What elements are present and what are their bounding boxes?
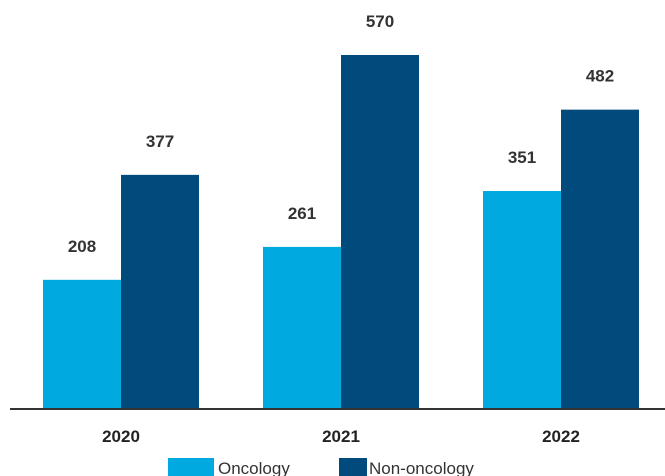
legend-swatch-oncology	[168, 458, 214, 476]
bar-oncology-2022	[483, 191, 561, 409]
category-labels-layer: 2020 2021 2022	[102, 427, 580, 446]
bar-non-oncology-2020	[121, 174, 199, 409]
bar-oncology-2021	[263, 246, 341, 409]
value-label-non-oncology-2021: 570	[366, 12, 394, 31]
category-label-2021: 2021	[322, 427, 360, 446]
value-label-non-oncology-2020: 377	[146, 132, 174, 151]
legend: Oncology Non-oncology	[168, 458, 474, 476]
bar-oncology-2020	[43, 279, 121, 409]
value-label-non-oncology-2022: 482	[586, 67, 614, 86]
value-label-oncology-2020: 208	[68, 237, 96, 256]
legend-label-oncology: Oncology	[218, 459, 290, 476]
bar-non-oncology-2022	[561, 109, 639, 409]
value-label-oncology-2021: 261	[288, 204, 316, 223]
legend-swatch-non-oncology	[339, 458, 367, 476]
legend-label-non-oncology: Non-oncology	[369, 459, 474, 476]
value-labels-layer: 208 377 261 570 351 482	[68, 12, 614, 256]
bars-layer	[43, 55, 639, 409]
value-label-oncology-2022: 351	[508, 148, 536, 167]
bar-non-oncology-2021	[341, 55, 419, 409]
category-label-2022: 2022	[542, 427, 580, 446]
category-label-2020: 2020	[102, 427, 140, 446]
